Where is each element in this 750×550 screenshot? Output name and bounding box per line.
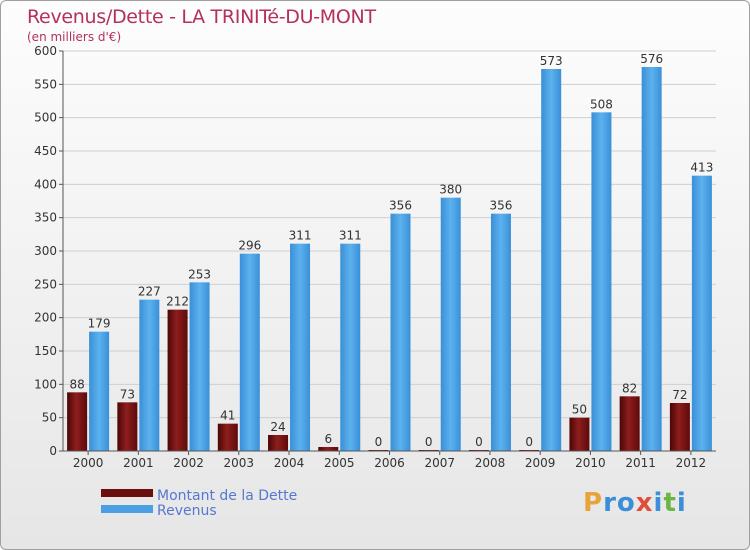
bar-revenus: [591, 112, 612, 451]
y-tick-label: 300: [34, 244, 57, 258]
legend-label-dette: Montant de la Dette: [157, 488, 297, 504]
bar-dette: [67, 392, 88, 451]
bar-revenus: [89, 331, 110, 451]
data-label: 212: [166, 295, 189, 309]
y-tick-label: 400: [34, 177, 57, 191]
bar-dette: [619, 396, 640, 451]
data-label: 227: [138, 285, 161, 299]
y-tick-label: 450: [34, 144, 57, 158]
x-tick-label: 2012: [676, 456, 707, 470]
bar-dette: [569, 417, 590, 451]
x-tick-label: 2006: [374, 456, 405, 470]
data-label: 88: [69, 377, 84, 391]
x-tick-label: 2000: [73, 456, 104, 470]
logo-letter: t: [663, 488, 677, 518]
data-label: 573: [540, 54, 563, 68]
y-tick-label: 600: [34, 44, 57, 58]
data-label: 0: [425, 435, 433, 449]
y-tick-label: 100: [34, 377, 57, 391]
x-tick-label: 2009: [525, 456, 556, 470]
data-label: 413: [690, 161, 713, 175]
data-label: 41: [220, 409, 235, 423]
data-label: 356: [389, 199, 412, 213]
y-axis: 0 50 100 150 200 250 300 350 400 450 500 550 600: [34, 44, 64, 458]
data-label: 311: [339, 229, 362, 243]
data-label: 6: [324, 432, 332, 446]
logo-letter: r: [603, 488, 617, 518]
data-label: 508: [590, 97, 613, 111]
data-label: 0: [525, 435, 533, 449]
y-tick-label: 250: [34, 277, 57, 291]
y-tick-label: 0: [49, 444, 57, 458]
bar-dette: [318, 447, 339, 451]
data-label: 24: [270, 420, 285, 434]
data-label: 253: [188, 267, 211, 281]
x-tick-label: 2001: [123, 456, 154, 470]
x-tick-label: 2010: [575, 456, 606, 470]
grid-lines: [63, 50, 716, 452]
logo-letter: i: [653, 488, 664, 518]
data-label: 0: [475, 435, 483, 449]
y-tick-label: 150: [34, 344, 57, 358]
legend-swatch-revenus: [101, 505, 153, 513]
bar-revenus: [490, 213, 511, 451]
data-label: 179: [88, 317, 111, 331]
y-tick-label: 200: [34, 311, 57, 325]
logo-letter: o: [616, 488, 636, 518]
legend: Montant de la Dette Revenus: [101, 488, 297, 519]
data-label: 50: [572, 403, 587, 417]
legend-label-revenus: Revenus: [157, 503, 217, 519]
y-tick-label: 500: [34, 111, 57, 125]
proxiti-logo: Proxiti: [583, 488, 687, 518]
x-tick-label: 2007: [424, 456, 455, 470]
x-tick-label: 2008: [475, 456, 506, 470]
data-label: 356: [490, 199, 513, 213]
y-tick-label: 50: [42, 411, 57, 425]
x-tick-label: 2005: [324, 456, 355, 470]
data-label: 380: [439, 183, 462, 197]
x-tick-label: 2004: [274, 456, 305, 470]
data-label: 311: [289, 229, 312, 243]
bar-revenus: [139, 299, 160, 451]
bars: 88 179 73 227 212 253 41 296 24 311 6 311 0 356 0 380 0 3…: [67, 52, 713, 451]
bar-revenus: [239, 253, 260, 451]
data-label: 296: [238, 239, 261, 253]
bar-revenus: [290, 243, 311, 451]
bar-dette: [117, 402, 138, 451]
x-axis: 2000 2001 2002 2003 2004 2005 2006 2007 2008 2009…: [63, 450, 716, 470]
chart-subtitle: (en milliers d'€): [27, 30, 122, 44]
y-tick-label: 350: [34, 211, 57, 225]
logo-letter: i: [676, 488, 687, 518]
bar-dette: [167, 309, 188, 451]
data-label: 0: [375, 435, 383, 449]
data-label: 72: [672, 388, 687, 402]
x-tick-label: 2002: [173, 456, 204, 470]
logo-letter: x: [635, 488, 654, 518]
bar-revenus: [641, 67, 662, 451]
bar-revenus: [541, 69, 562, 451]
bar-dette: [217, 423, 238, 451]
bar-dette: [268, 435, 289, 451]
bar-revenus: [440, 197, 461, 451]
x-tick-label: 2003: [224, 456, 255, 470]
bar-revenus: [189, 282, 210, 451]
chart-title: Revenus/Dette - LA TRINITé-DU-MONT: [27, 6, 376, 28]
x-tick-label: 2011: [625, 456, 656, 470]
logo-letter: P: [583, 488, 604, 518]
y-tick-label: 550: [34, 77, 57, 91]
data-label: 73: [120, 387, 135, 401]
bar-dette: [669, 403, 690, 451]
legend-swatch-dette: [101, 489, 153, 497]
data-label: 576: [640, 52, 663, 66]
bar-revenus: [340, 243, 361, 451]
data-label: 82: [622, 381, 637, 395]
bar-revenus: [390, 213, 411, 451]
bar-revenus: [691, 175, 712, 451]
